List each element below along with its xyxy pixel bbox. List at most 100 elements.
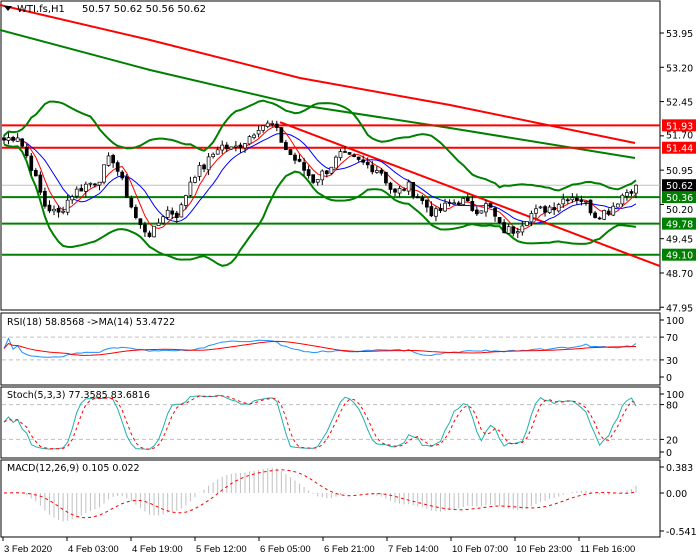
candle	[134, 206, 138, 218]
candle	[165, 209, 170, 218]
macd-plot	[3, 467, 637, 522]
candle	[379, 169, 384, 174]
candle	[47, 204, 52, 212]
stoch-title: Stoch(5,3,3) 77.3585 83.6816	[7, 390, 150, 401]
candle	[93, 183, 97, 186]
candle	[602, 210, 607, 220]
candle	[293, 154, 297, 161]
time-tick-label: 4 Feb 19:00	[132, 544, 183, 555]
stoch-panel[interactable]	[0, 386, 661, 459]
rsi-panel[interactable]	[0, 312, 661, 386]
candle	[61, 210, 65, 213]
time-tick-label: 3 Feb 2020	[4, 544, 52, 555]
macd-panel[interactable]	[0, 459, 661, 538]
candle	[597, 217, 602, 220]
candle	[243, 143, 247, 149]
candle	[520, 225, 525, 233]
candle	[306, 169, 311, 176]
candle	[384, 171, 388, 184]
main-panel[interactable]	[0, 0, 661, 311]
dropdown-triangle-icon[interactable]	[4, 6, 12, 11]
time-tick-label: 10 Feb 23:00	[516, 544, 572, 555]
candle	[356, 156, 361, 160]
axes: 51.93 51.44 50.36 49.78 49.10 50.62 53.95 53.20…	[2, 29, 697, 555]
candle	[297, 158, 302, 162]
macd-tick-label: -0.541	[666, 527, 697, 538]
candle	[452, 202, 456, 205]
candle	[629, 191, 634, 194]
price-tick-label: 50.20	[666, 205, 693, 216]
candle	[256, 130, 261, 135]
candle	[29, 155, 34, 171]
candle	[6, 137, 11, 141]
candle	[329, 166, 334, 174]
candle	[138, 218, 143, 226]
candle	[347, 152, 352, 155]
ohlc-values: 50.57 50.62 50.56 50.62	[82, 4, 206, 15]
candle	[625, 192, 629, 197]
price-tick-label: 51.70	[666, 131, 693, 142]
candle	[461, 198, 466, 205]
trend-line	[279, 121, 661, 268]
candle	[470, 201, 475, 211]
stoch-tick-label: 80	[666, 401, 678, 412]
ma-long-line	[0, 4, 636, 144]
candle	[511, 226, 516, 234]
last-price-label: 50.62	[666, 181, 693, 192]
candle	[11, 136, 15, 141]
candle	[184, 195, 188, 206]
candle	[420, 196, 425, 201]
candle	[65, 199, 70, 213]
price-level-badge	[662, 217, 696, 230]
candle	[229, 146, 234, 150]
candle	[234, 145, 238, 148]
candle	[270, 123, 275, 125]
price-level-badge	[662, 191, 696, 204]
candle	[588, 199, 593, 214]
candle	[352, 154, 356, 157]
candle	[456, 202, 461, 205]
rsi-title: RSI(18) 58.8568 ->MA(14) 53.4722	[7, 317, 175, 328]
last-price-badge	[662, 179, 696, 192]
time-tick-label: 10 Feb 07:00	[452, 544, 508, 555]
price-level-badge	[662, 119, 696, 132]
candle	[20, 138, 25, 147]
candle	[15, 137, 20, 142]
candle	[320, 170, 325, 181]
candle	[570, 197, 575, 201]
candle	[615, 203, 620, 208]
price-level-label: 49.10	[666, 251, 693, 262]
candle	[388, 182, 393, 190]
macd-tick-label: 0.00	[666, 489, 687, 500]
candle	[365, 161, 370, 166]
candle	[497, 217, 502, 224]
time-tick-label: 6 Feb 21:00	[324, 544, 375, 555]
candle	[334, 156, 338, 169]
price-tick-label: 50.95	[666, 166, 693, 177]
symbol-label: WTI.fs,H1	[17, 4, 65, 15]
candle	[434, 208, 438, 217]
candle	[56, 207, 61, 213]
candle	[561, 198, 566, 205]
price-plot	[0, 4, 661, 268]
candle	[424, 199, 429, 208]
candle	[38, 174, 43, 193]
candle	[606, 210, 611, 215]
candle	[288, 149, 293, 155]
candle	[465, 196, 470, 202]
stoch-tick-label: 20	[666, 435, 678, 446]
candle	[156, 222, 161, 227]
candle	[211, 153, 216, 157]
rsi-plot	[2, 336, 660, 361]
candle	[515, 231, 520, 234]
candle	[370, 164, 375, 173]
candle	[147, 232, 152, 237]
candle	[565, 199, 570, 202]
candle	[115, 162, 120, 172]
rsi-ma-line	[3, 340, 637, 356]
time-tick-label: 11 Feb 16:00	[580, 544, 635, 555]
candle	[438, 207, 443, 212]
candle	[174, 212, 179, 218]
candle	[556, 204, 561, 212]
